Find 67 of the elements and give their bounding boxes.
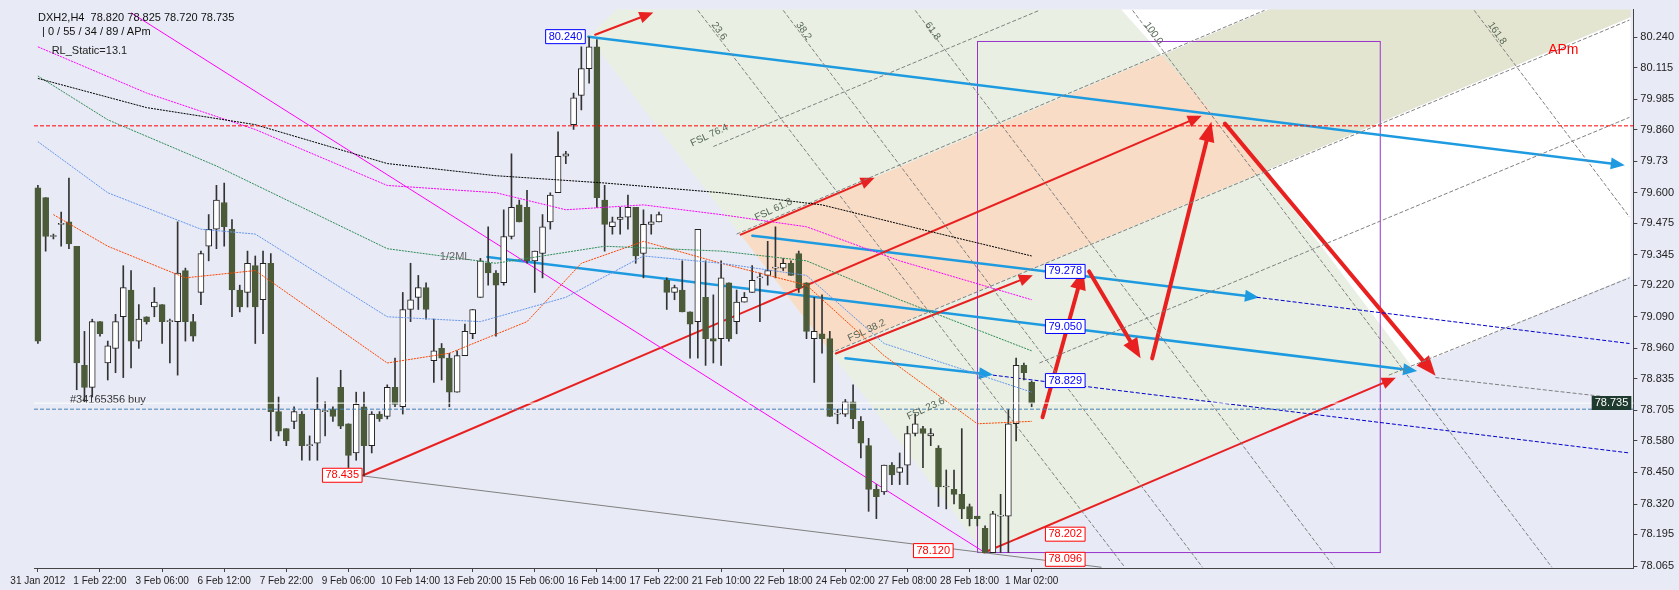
x-tick-label: 3 Feb 06:00: [135, 574, 190, 586]
y-tick-label: 79.860: [1640, 122, 1675, 135]
x-tick-label: 1 Mar 02:00: [1004, 574, 1059, 586]
annotation: RL_Static=13.1: [51, 44, 128, 57]
candlestick: [647, 214, 655, 235]
annotation: 78.120: [916, 543, 951, 556]
candlestick: [818, 294, 826, 354]
x-tick-label: 22 Feb 18:00: [753, 574, 814, 586]
annotation: 78.096: [1048, 552, 1083, 565]
x-tick-label: 27 Feb 08:00: [877, 574, 938, 586]
candlestick: [484, 226, 492, 286]
annotation: APm: [1548, 41, 1579, 58]
candlestick: [942, 469, 950, 510]
x-tick-label: 10 Feb 14:00: [381, 574, 441, 586]
x-tick-label: 17 Feb 22:00: [629, 574, 689, 586]
annotation: 78.435: [325, 468, 360, 481]
x-tick-label: 24 Feb 02:00: [815, 574, 876, 586]
y-tick-label: 79.600: [1640, 185, 1675, 198]
y-tick-label: 78.960: [1640, 341, 1675, 354]
x-tick-label: 21 Feb 10:00: [691, 574, 752, 586]
candlestick: [927, 428, 935, 446]
candlestick: [950, 469, 958, 505]
y-tick-label: 80.240: [1640, 30, 1675, 43]
annotation: 79.050: [1048, 319, 1083, 332]
annotation: 78.829: [1048, 373, 1083, 386]
y-tick-label: 78.835: [1640, 371, 1675, 384]
x-tick-label: 6 Feb 12:00: [197, 574, 252, 586]
x-tick-label: 15 Feb 06:00: [505, 574, 565, 586]
annotation: FSL 76.4: [688, 121, 731, 149]
candlestick: [810, 296, 818, 383]
y-tick-label: 78.580: [1640, 433, 1675, 446]
annotation: FSL 61.8: [752, 195, 795, 223]
text: | 0 / 55 / 34 / 89 / APm: [42, 24, 151, 37]
candlestick: [756, 272, 764, 322]
y-tick-label: 80.115: [1640, 60, 1674, 73]
x-tick-label: 7 Feb 22:00: [259, 574, 314, 586]
y-tick-label: 79.345: [1640, 247, 1675, 260]
annotation: 80.240: [548, 29, 583, 42]
annotation: FSL 23.6: [904, 394, 947, 422]
candlestick: [919, 425, 927, 468]
y-tick-label: 79.73: [1640, 154, 1668, 167]
line-series: [37, 75, 1033, 352]
annotation: 78.202: [1048, 527, 1083, 540]
y-tick-label: 79.475: [1640, 216, 1675, 229]
x-tick-label: 16 Feb 14:00: [567, 574, 627, 586]
y-tick-label: 78.065: [1640, 559, 1675, 572]
ref-line-label: 78.735: [1594, 396, 1629, 409]
y-tick-label: 78.450: [1640, 465, 1675, 478]
x-tick-label: 13 Feb 20:00: [443, 574, 503, 586]
y-tick-label: 79.985: [1640, 92, 1675, 105]
ref-line-label: #34165356 buy: [70, 393, 147, 406]
x-tick-label: 9 Feb 06:00: [321, 574, 376, 586]
y-tick-label: 78.320: [1640, 497, 1675, 510]
y-tick-label: 79.090: [1640, 309, 1675, 322]
candlestick: [958, 428, 966, 519]
annotation: 1/2ML: [439, 249, 471, 262]
x-tick-label: 1 Feb 22:00: [73, 574, 128, 586]
x-tick-label: 28 Feb 18:00: [940, 574, 1000, 586]
y-tick-label: 78.195: [1640, 527, 1675, 540]
candlestick: [764, 241, 772, 286]
y-tick-label: 79.220: [1640, 278, 1675, 291]
candlestick: [896, 452, 903, 485]
annotation: 79.278: [1048, 264, 1083, 277]
y-tick-label: 78.705: [1640, 403, 1675, 416]
candlestick: [616, 207, 624, 235]
x-tick-label: 31 Jan 2012: [10, 574, 66, 586]
annotation: FSL 38.2: [845, 316, 888, 344]
